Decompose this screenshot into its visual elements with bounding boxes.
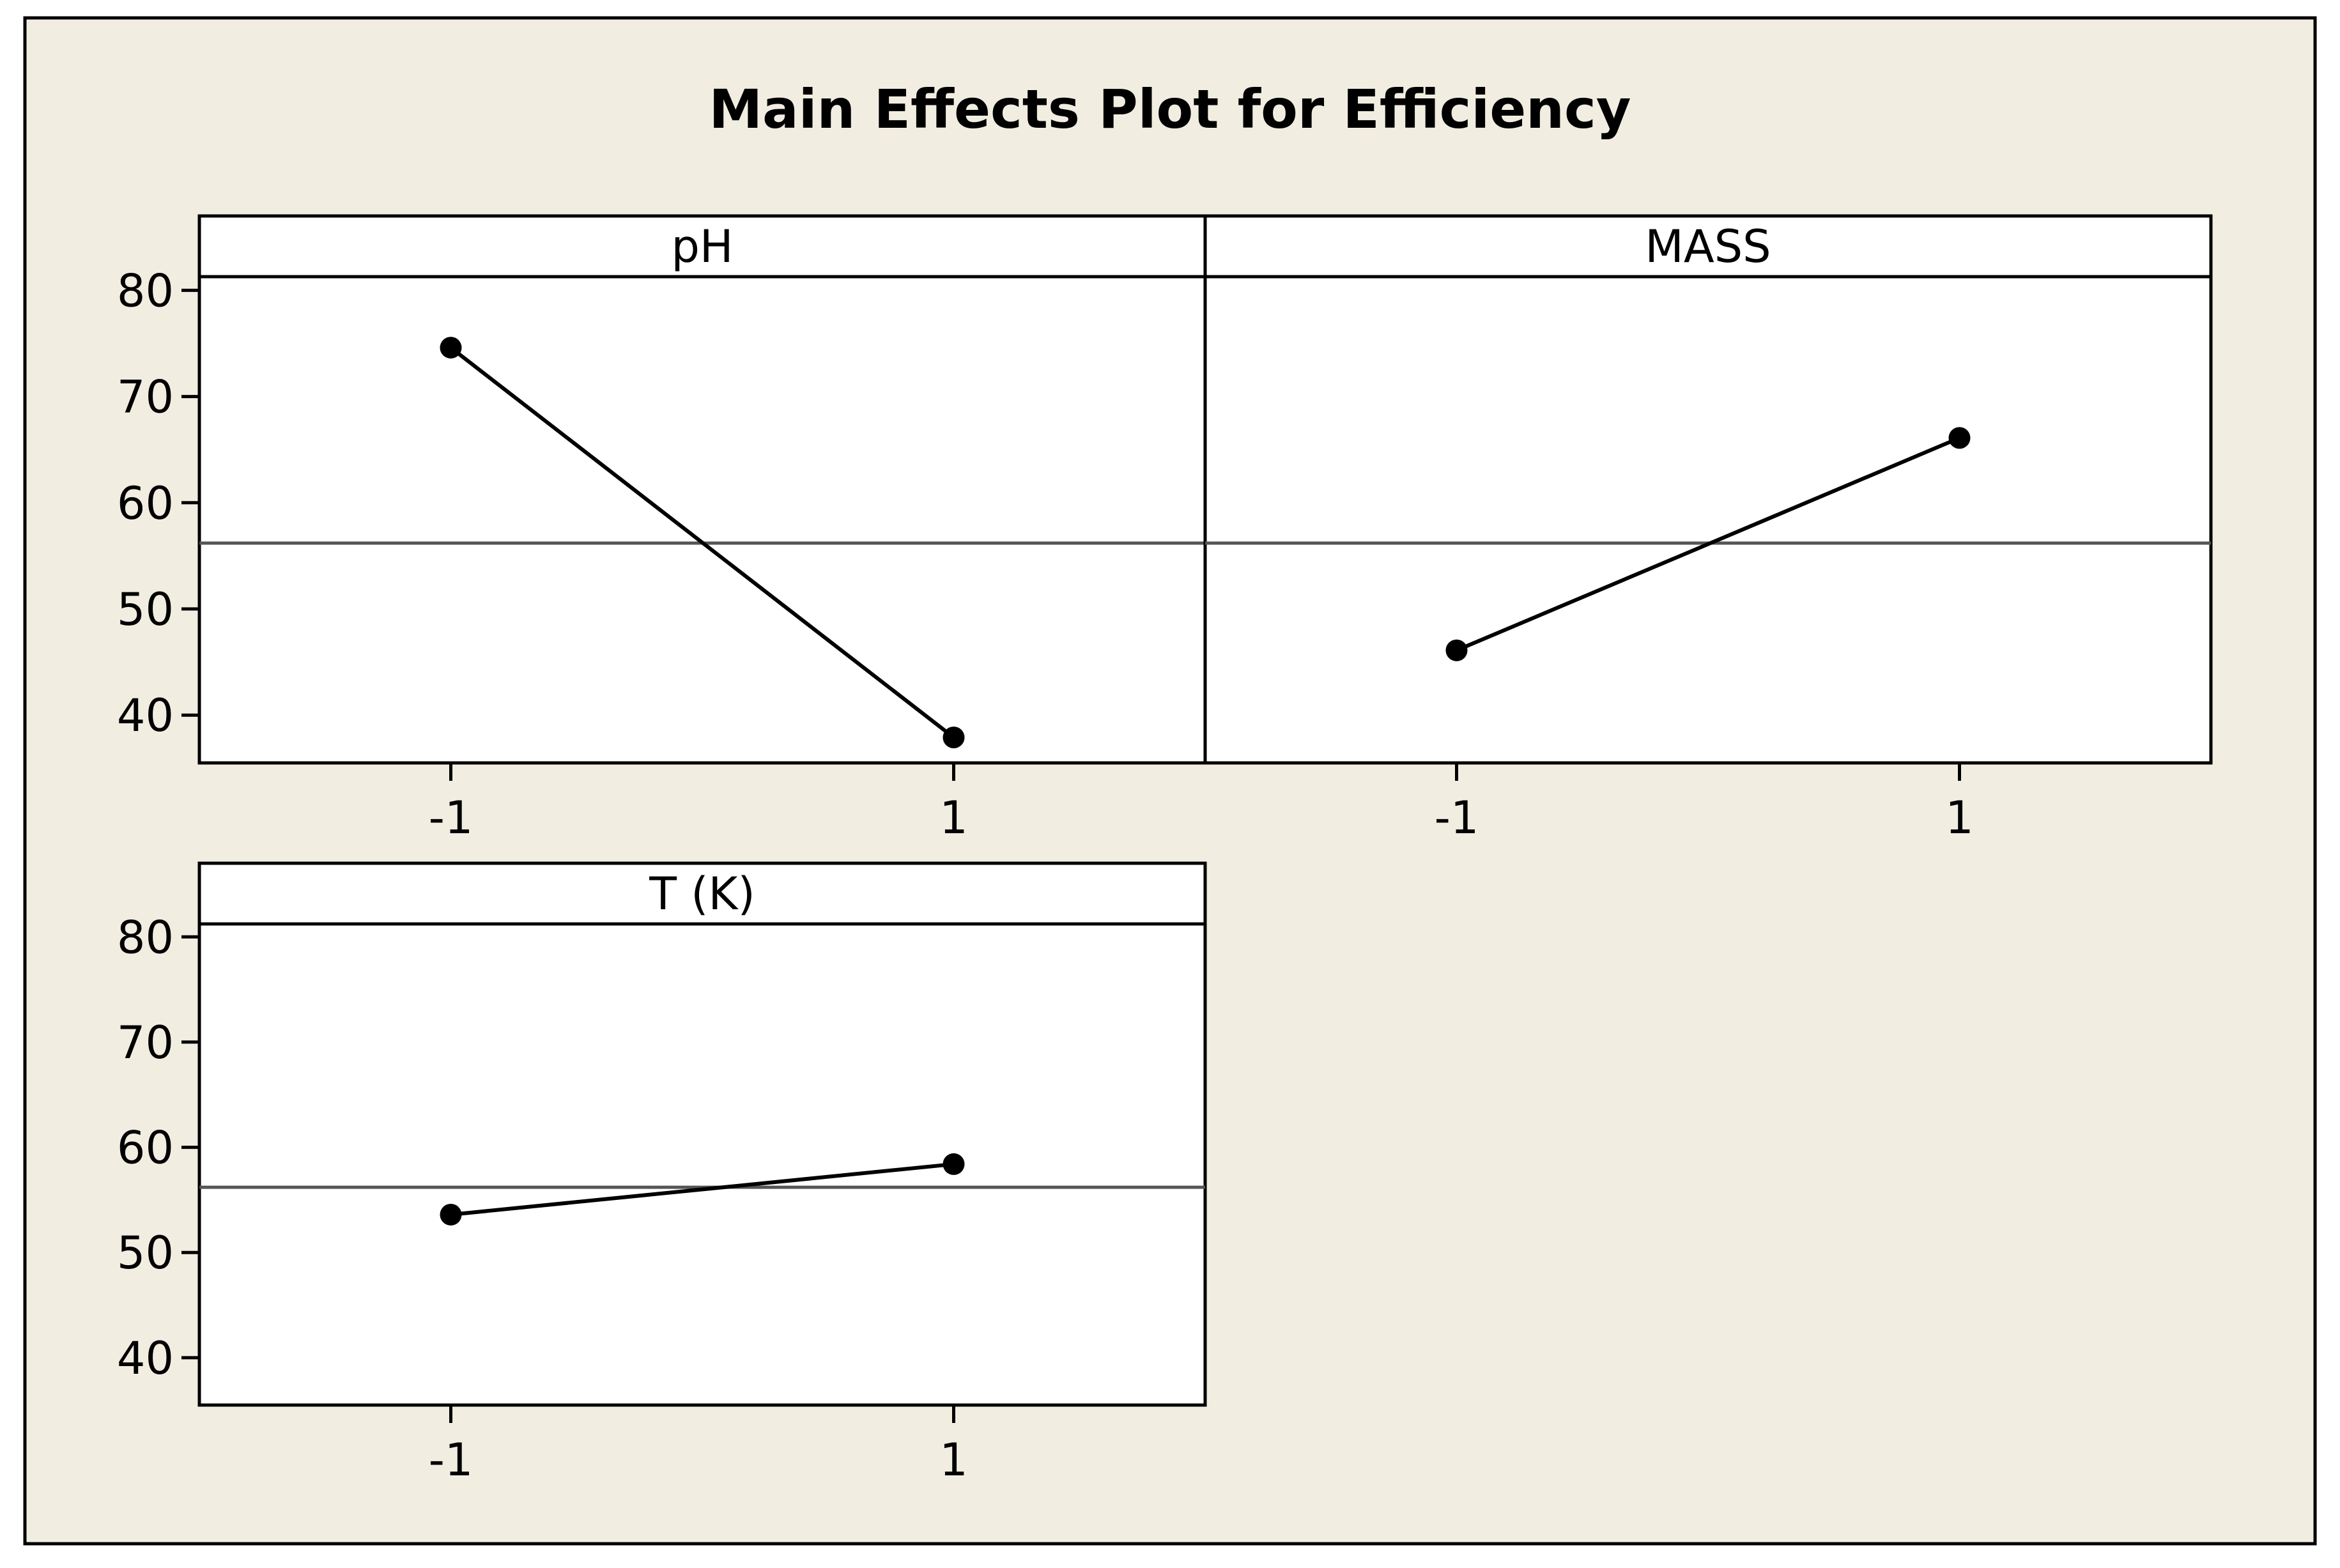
panel-title: T (K) bbox=[649, 868, 755, 920]
y-tick-label: 70 bbox=[117, 371, 174, 424]
effect-line bbox=[450, 1162, 954, 1217]
x-tick-label: 1 bbox=[1945, 792, 1974, 844]
panel-frame bbox=[1203, 214, 2213, 765]
x-tick-label: -1 bbox=[429, 1434, 473, 1486]
panel-title: MASS bbox=[1645, 220, 1771, 273]
x-tick-label: -1 bbox=[1435, 792, 1479, 844]
effect-point bbox=[943, 1153, 965, 1175]
y-tick-label: 70 bbox=[117, 1017, 174, 1069]
y-tick-label: 40 bbox=[117, 689, 174, 742]
panel-1: pH 40 50 60 70 80 -1 1 bbox=[117, 214, 1207, 844]
effect-point bbox=[1948, 427, 1971, 449]
panels: pH 40 50 60 70 80 -1 1 MASS -1 1 T (K) 40 50 60 70 80 -1 1 bbox=[117, 214, 2213, 1486]
effect-point bbox=[440, 337, 462, 359]
effect-point bbox=[1445, 639, 1468, 661]
y-tick-label: 50 bbox=[117, 583, 174, 636]
y-tick-label: 50 bbox=[117, 1227, 174, 1279]
y-tick-label: 80 bbox=[117, 265, 174, 317]
panel-frame bbox=[197, 214, 1207, 765]
x-tick-label: 1 bbox=[939, 1434, 968, 1486]
y-tick-label: 80 bbox=[117, 911, 174, 964]
panel-2: MASS -1 1 bbox=[1203, 214, 2213, 844]
x-tick-label: 1 bbox=[939, 792, 968, 844]
y-tick-label: 60 bbox=[117, 477, 174, 530]
effect-point bbox=[943, 726, 965, 749]
x-tick-label: -1 bbox=[429, 792, 473, 844]
effect-line bbox=[449, 346, 955, 739]
effect-line bbox=[1456, 436, 1960, 652]
y-tick-label: 60 bbox=[117, 1122, 174, 1174]
effect-point bbox=[440, 1203, 462, 1226]
chart-title: Main Effects Plot for Efficiency bbox=[709, 78, 1631, 141]
panel-frame bbox=[197, 861, 1207, 1407]
panel-3: T (K) 40 50 60 70 80 -1 1 bbox=[117, 861, 1207, 1486]
panel-title: pH bbox=[671, 220, 733, 273]
y-tick-label: 40 bbox=[117, 1332, 174, 1385]
